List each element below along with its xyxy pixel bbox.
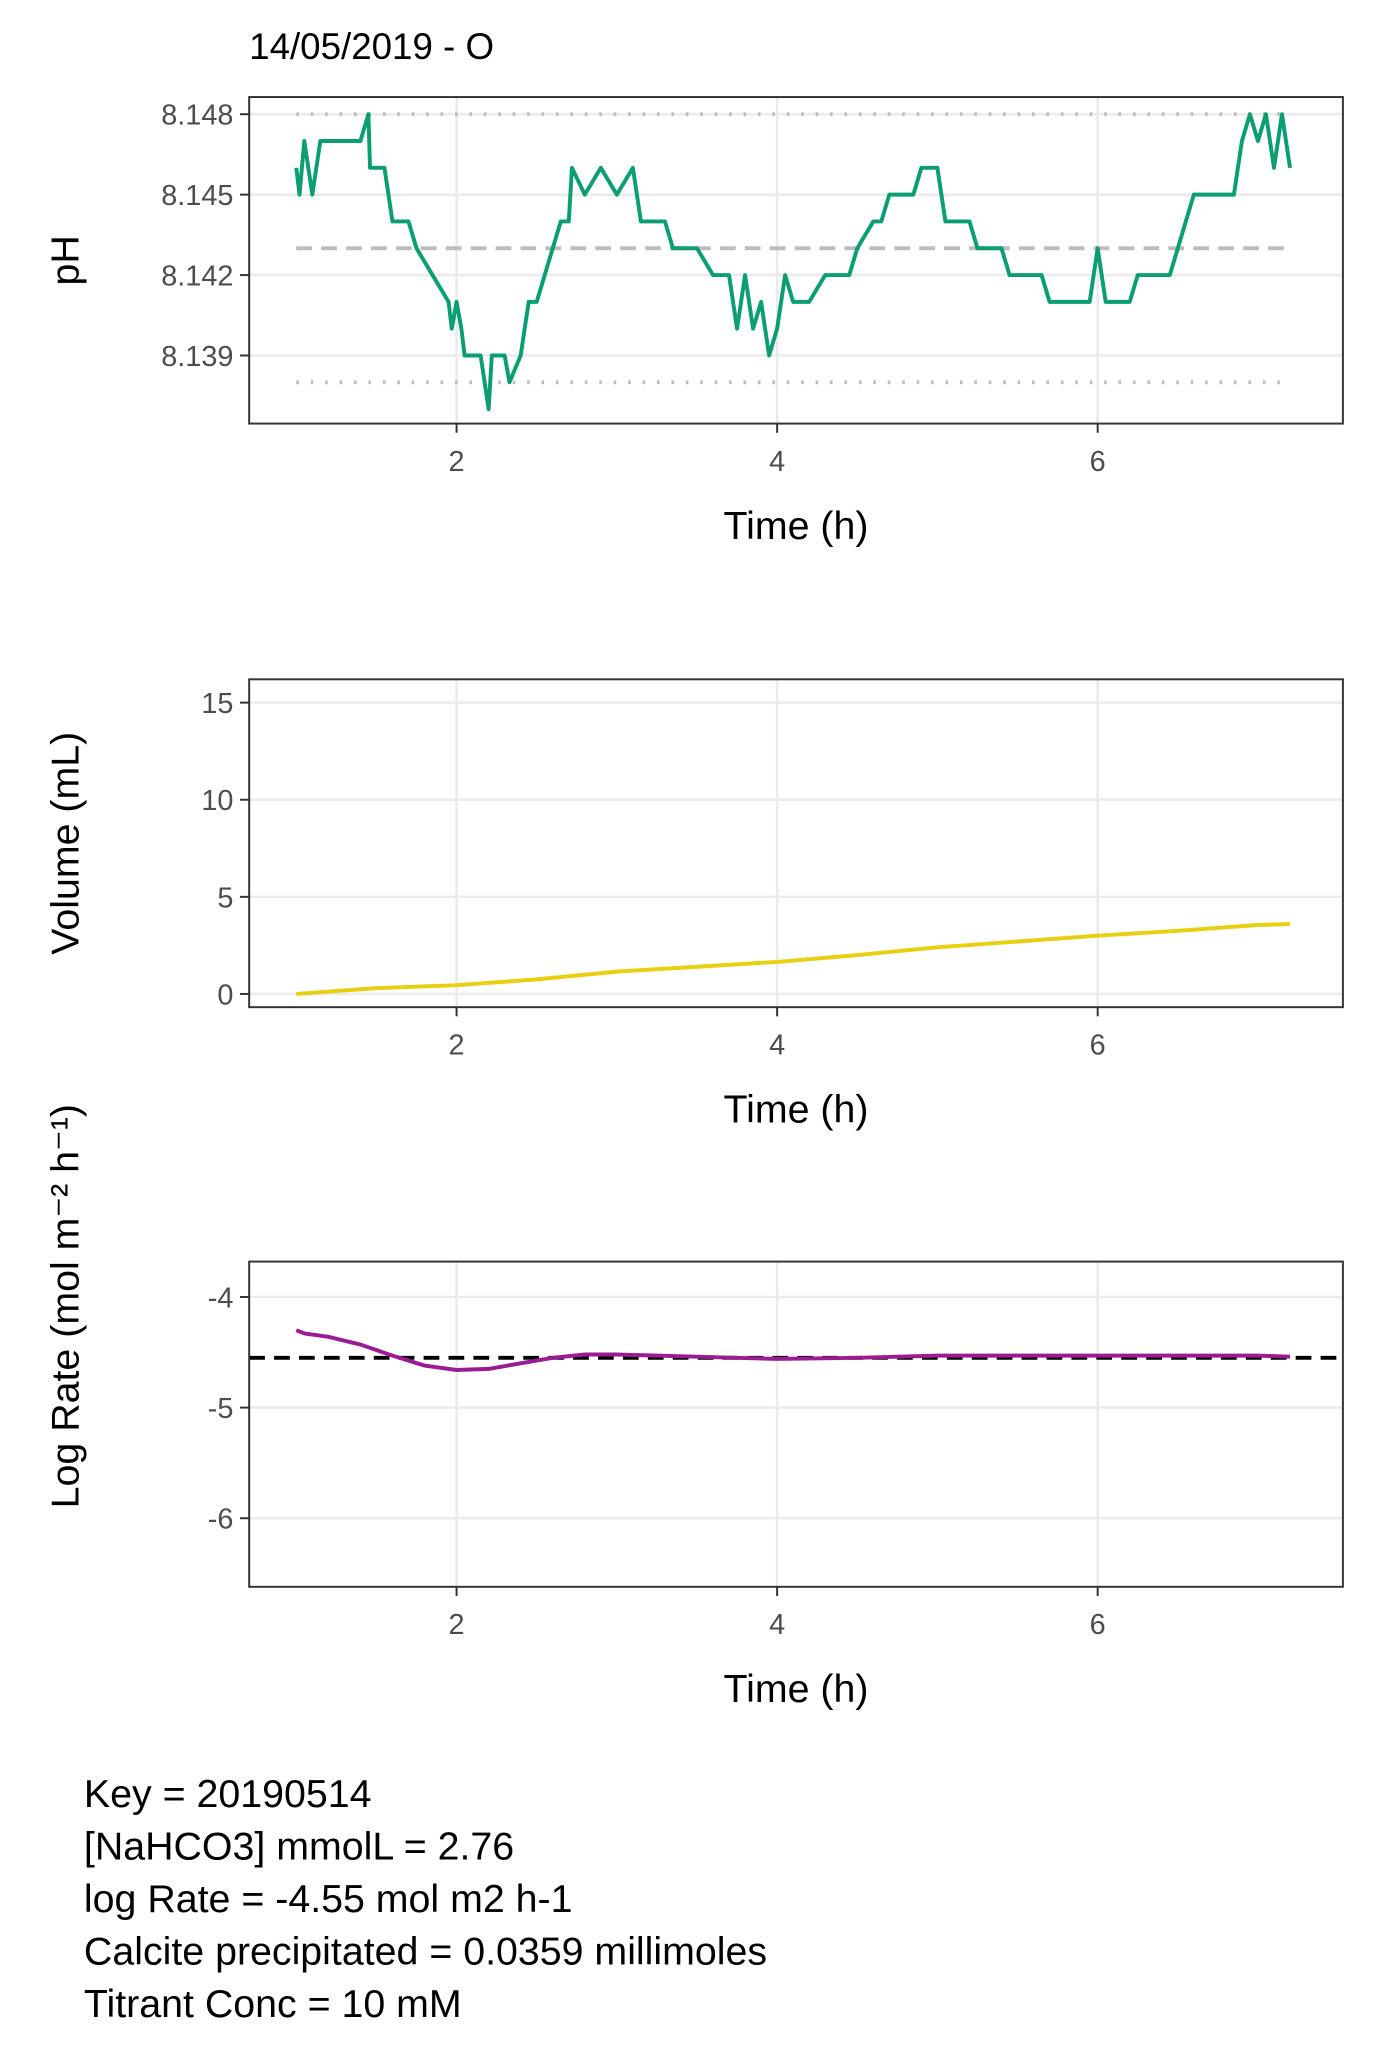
x-tick-label: 4 [769,1609,785,1641]
x-tick-label: 6 [1090,1029,1106,1061]
y-tick-label: 8.148 [161,100,233,132]
y-axis-title: pH [44,235,88,285]
annotation: [NaHCO3] mmolL = 2.76 [84,1825,514,1869]
x-axis-title: Time (h) [724,1088,869,1132]
y-tick-label: 10 [201,785,233,817]
annotation: log Rate = -4.55 mol m2 h-1 [84,1877,573,1921]
y-tick-label: -4 [208,1282,234,1314]
x-tick-label: 6 [1090,1609,1106,1641]
y-tick-label: -5 [208,1393,234,1425]
annotation: Calcite precipitated = 0.0359 millimoles [84,1929,767,1973]
x-tick-label: 2 [449,1609,465,1641]
panel-border [248,96,1344,425]
data-line [295,1328,1291,1372]
x-tick-label: 2 [449,1029,465,1061]
y-tick-label: 0 [217,979,233,1011]
x-tick-label: 6 [1090,446,1106,478]
y-tick-label: 8.139 [161,341,233,373]
x-axis-title: Time (h) [724,504,869,548]
data-line [294,112,1292,412]
panel-border [248,678,1344,1009]
y-tick-label: -6 [208,1504,234,1536]
x-tick-label: 4 [769,446,785,478]
x-axis-title: Time (h) [724,1667,869,1711]
x-tick-label: 2 [449,446,465,478]
data-line [296,922,1291,996]
y-tick-label: 8.145 [161,180,233,212]
y-tick-label: 15 [201,688,233,720]
y-tick-label: 5 [217,882,233,914]
panel-border [248,1260,1344,1588]
annotation: Titrant Conc = 10 mM [84,1982,462,2026]
y-tick-label: 8.142 [161,261,233,293]
x-tick-label: 4 [769,1029,785,1061]
y-axis-title: Log Rate (mol m⁻² h⁻¹) [44,1104,88,1508]
chart-title: 14/05/2019 - O [249,26,494,67]
y-axis-title: Volume (mL) [44,732,88,955]
annotation: Key = 20190514 [84,1772,372,1816]
